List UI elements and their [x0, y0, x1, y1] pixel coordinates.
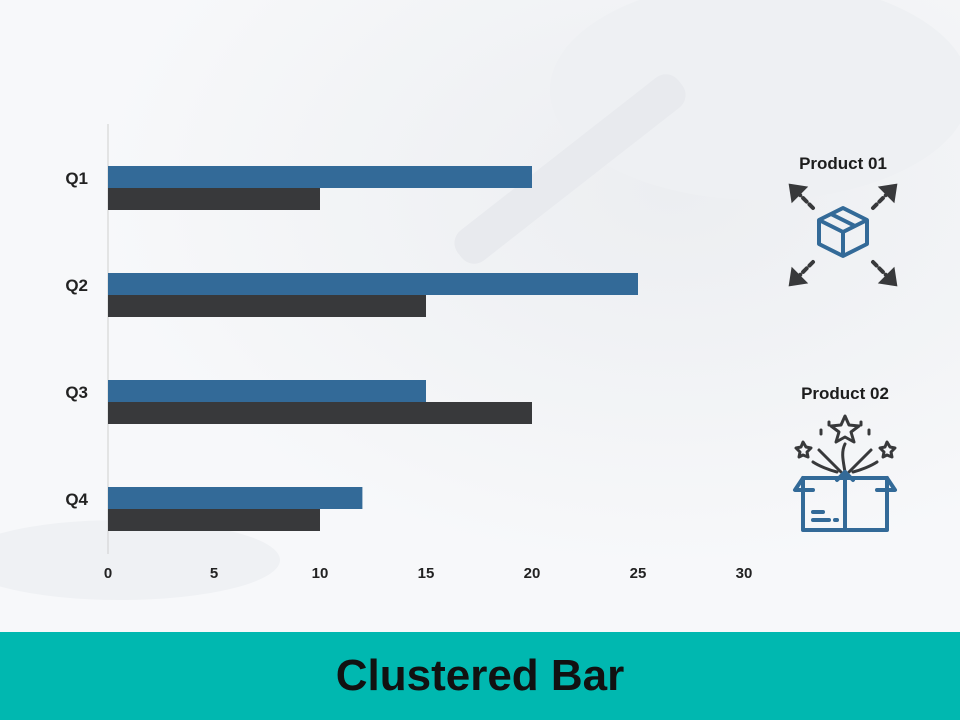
bar-q4-series-2 — [108, 509, 320, 531]
bar-q1-series-2 — [108, 188, 320, 210]
bar-q1-series-1 — [108, 166, 532, 188]
x-tick-label-5: 5 — [210, 565, 218, 582]
category-label-q4: Q4 — [65, 490, 88, 509]
bar-q3-series-1 — [108, 380, 426, 402]
title-bar: Clustered Bar — [0, 632, 960, 720]
box-expand-icon — [788, 183, 898, 287]
legend-label-product-02: Product 02 — [801, 384, 889, 403]
x-tick-label-30: 30 — [736, 565, 753, 582]
x-tick-label-15: 15 — [418, 565, 435, 582]
legend-product-02: Product 02 — [760, 384, 930, 536]
legend-label-product-01: Product 01 — [799, 154, 887, 173]
x-tick-label-20: 20 — [524, 565, 541, 582]
box-fireworks-icon — [793, 414, 897, 532]
x-tick-labels: 0 5 10 15 20 25 30 — [104, 565, 753, 582]
bar-q3-series-2 — [108, 402, 532, 424]
category-label-q1: Q1 — [65, 169, 88, 188]
x-tick-label-10: 10 — [312, 565, 329, 582]
bars — [108, 166, 638, 531]
clustered-bar-chart: Q1 Q2 Q3 Q4 0 5 10 15 20 25 30 — [65, 124, 753, 582]
x-tick-label-0: 0 — [104, 565, 112, 582]
category-label-q2: Q2 — [65, 276, 88, 295]
x-tick-label-25: 25 — [630, 565, 647, 582]
category-labels: Q1 Q2 Q3 Q4 — [65, 169, 88, 509]
slide-title: Clustered Bar — [335, 651, 625, 700]
bar-q4-series-1 — [108, 487, 363, 509]
bar-q2-series-1 — [108, 273, 638, 295]
bar-q2-series-2 — [108, 295, 426, 317]
legend-product-01: Product 01 — [758, 154, 928, 294]
category-label-q3: Q3 — [65, 383, 88, 402]
